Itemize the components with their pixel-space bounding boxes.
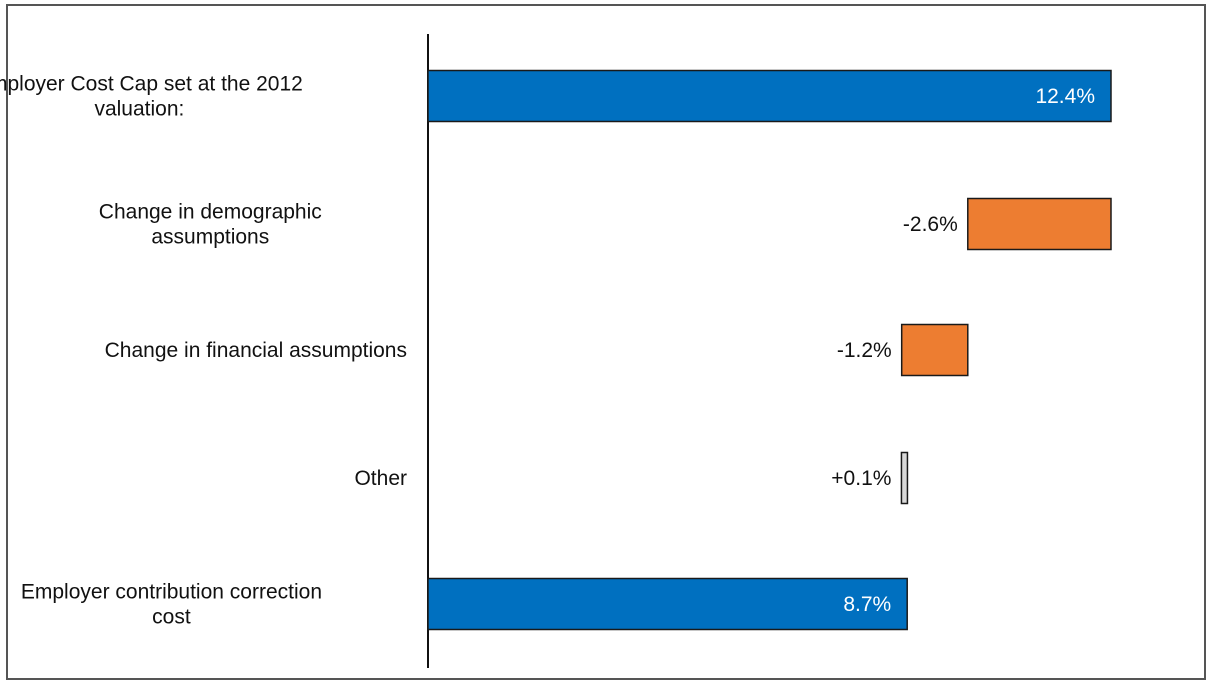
category-label-4: Other	[354, 467, 407, 490]
data-label-3: -1.2%	[837, 339, 892, 362]
data-label-5: 8.7%	[843, 593, 891, 616]
category-label-5: Employer contribution correction cost	[21, 581, 322, 629]
data-label-2: -2.6%	[903, 213, 958, 236]
bar-5	[427, 577, 908, 631]
data-label-1: 12.4%	[1035, 85, 1095, 108]
category-label-3: Change in financial assumptions	[105, 339, 407, 362]
bar-1	[427, 69, 1112, 123]
data-label-4: +0.1%	[831, 467, 891, 490]
bar-4	[900, 451, 909, 505]
category-label-2: Change in demographic assumptions	[99, 201, 322, 249]
category-label-1: Employer Cost Cap set at the 2012 valuati…	[0, 73, 303, 121]
bar-2	[967, 197, 1112, 251]
bar-3	[900, 323, 969, 377]
